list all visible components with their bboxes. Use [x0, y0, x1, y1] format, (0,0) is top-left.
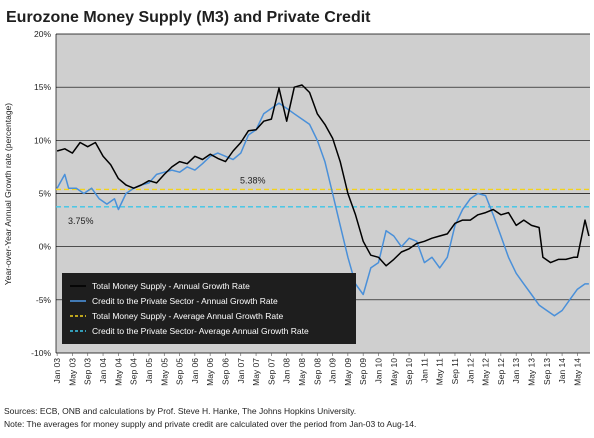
x-tick-label: Sep 11: [450, 358, 460, 385]
x-tick-label: May 11: [435, 358, 445, 386]
x-tick-label: May 03: [67, 358, 77, 386]
x-tick-label: May 07: [251, 358, 261, 386]
x-tick-label: Sep 13: [542, 358, 552, 385]
y-axis-ticks: -10% -5% 0% 5% 10% 15% 20%: [31, 29, 51, 358]
x-tick-label: May 08: [297, 358, 307, 386]
x-tick-label: May 12: [481, 358, 491, 386]
footer-note: Note: The averages for money supply and …: [4, 419, 416, 429]
x-tick-label: May 06: [205, 358, 215, 386]
x-tick-label: Sep 03: [83, 358, 93, 385]
x-tick-label: Jan 05: [144, 358, 154, 384]
x-tick-label: Jan 14: [557, 358, 567, 384]
x-tick-label: Sep 10: [404, 358, 414, 385]
x-tick-label: Jan 13: [511, 358, 521, 384]
x-tick-label: Jan 09: [328, 358, 338, 384]
x-tick-label: Sep 05: [175, 358, 185, 385]
y-axis-title: Year-over-Year Annual Growth rate (perce…: [3, 103, 13, 285]
x-tick-label: May 10: [389, 358, 399, 386]
average-lines: 5.38% 3.75%: [56, 175, 590, 226]
y-tick-label: 20%: [34, 29, 51, 39]
average-label: 5.38%: [240, 175, 266, 185]
legend-label: Total Money Supply - Annual Growth Rate: [92, 281, 250, 291]
y-tick-label: -5%: [36, 295, 52, 305]
x-tick-label: May 13: [526, 358, 536, 386]
series-line: [56, 84, 590, 267]
legend-label: Credit to the Private Sector - Annual Gr…: [92, 296, 278, 306]
legend-label: Credit to the Private Sector- Average An…: [92, 326, 309, 336]
x-tick-label: Jan 08: [282, 358, 292, 384]
x-tick-label: May 05: [159, 358, 169, 386]
legend: Total Money Supply - Annual Growth Rate C…: [62, 273, 356, 344]
x-tick-label: Jan 10: [373, 358, 383, 384]
x-tick-label: May 04: [113, 358, 123, 386]
y-tick-label: 15%: [34, 82, 51, 92]
x-tick-label: Sep 04: [129, 358, 139, 385]
x-tick-label: May 14: [572, 358, 582, 386]
x-tick-label: Jan 11: [419, 358, 429, 383]
y-tick-label: -10%: [31, 348, 51, 358]
y-tick-label: 0%: [39, 242, 52, 252]
x-tick-label: Jan 06: [190, 358, 200, 384]
x-tick-label: Jan 12: [465, 358, 475, 384]
x-tick-label: Sep 07: [266, 358, 276, 385]
x-tick-label: Sep 12: [496, 358, 506, 385]
x-tick-label: Sep 06: [220, 358, 230, 385]
x-tick-label: Jan 03: [52, 358, 62, 384]
footer-source: Sources: ECB, ONB and calculations by Pr…: [4, 406, 356, 416]
x-tick-label: May 09: [343, 358, 353, 386]
x-tick-label: Sep 09: [358, 358, 368, 385]
series-lines: [56, 84, 590, 317]
y-tick-label: 10%: [34, 135, 51, 145]
x-tick-label: Jan 07: [236, 358, 246, 384]
x-tick-label: Sep 08: [312, 358, 322, 385]
average-label: 3.75%: [68, 216, 94, 226]
y-tick-label: 5%: [39, 189, 52, 199]
chart-title: Eurozone Money Supply (M3) and Private C…: [6, 9, 371, 26]
x-tick-label: Jan 04: [98, 358, 108, 384]
legend-box: [62, 273, 356, 344]
x-axis-ticks: Jan 03 May 03 Sep 03 Jan 04 May 04 Sep 04 Jan …: [52, 353, 582, 386]
legend-label: Total Money Supply - Average Annual Grow…: [92, 311, 283, 321]
